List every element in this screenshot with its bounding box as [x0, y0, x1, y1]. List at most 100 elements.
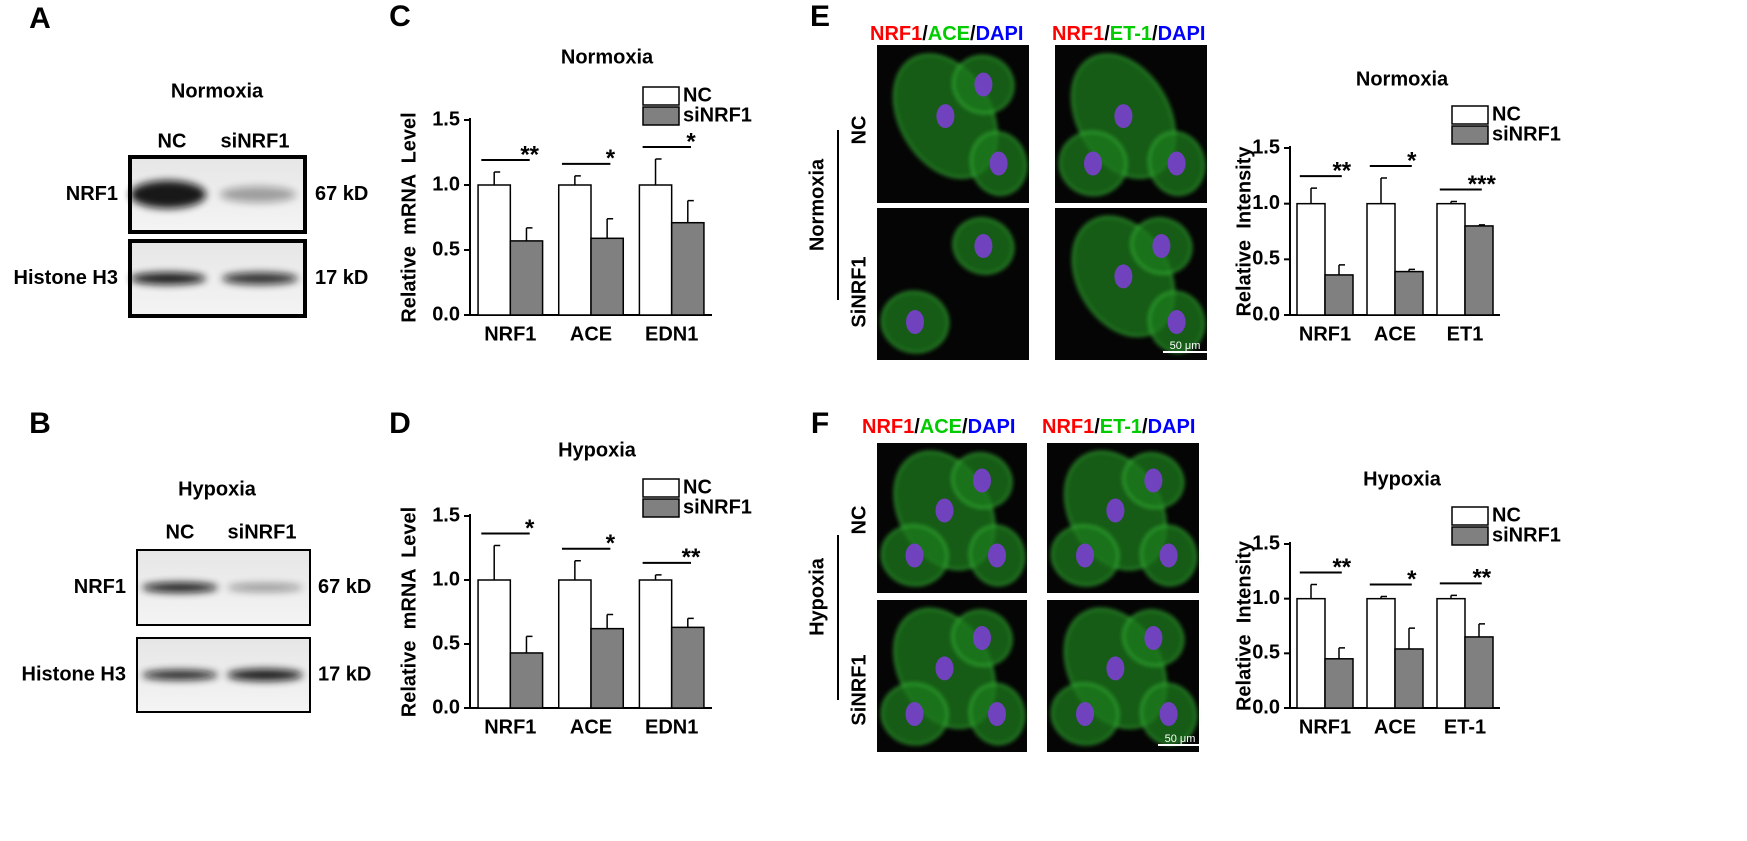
error-bar — [654, 158, 662, 185]
bar — [509, 240, 544, 316]
significance-label: * — [606, 530, 616, 557]
legend-label: NC — [683, 476, 712, 498]
lane-label: siNRF1 — [221, 130, 290, 152]
chart-title: Hypoxia — [558, 439, 637, 461]
x-tick-label: ACE — [570, 716, 612, 738]
y-tick-label: 0.5 — [1252, 642, 1280, 664]
bar — [1366, 597, 1396, 709]
y-tick-label: 1.0 — [1252, 192, 1280, 214]
group-label: SiNRF1 — [848, 256, 870, 327]
bar — [590, 627, 625, 709]
legend-swatch — [1451, 125, 1489, 145]
nucleus — [1076, 702, 1094, 726]
x-tick-label: EDN1 — [645, 323, 698, 345]
stain-part: / — [970, 23, 976, 45]
nucleus — [935, 498, 954, 523]
nucleus — [989, 151, 1008, 176]
y-axis-label: Relative mRNA Level — [398, 112, 420, 322]
legend-swatch — [642, 478, 680, 498]
error-bar — [606, 218, 614, 239]
y-axis-label: Relative Intensity — [1233, 540, 1255, 711]
nucleus — [1159, 702, 1178, 726]
nucleus — [905, 543, 924, 568]
significance-label: * — [686, 128, 696, 155]
stain-part: DAPI — [968, 416, 1016, 438]
condition-label: Normoxia — [806, 158, 828, 251]
nucleus — [1167, 310, 1186, 334]
nucleus — [906, 310, 924, 334]
error-bar — [1408, 627, 1415, 649]
stain-part: / — [962, 416, 968, 438]
size-label: 17 kD — [315, 267, 368, 289]
nucleus — [988, 543, 1006, 568]
legend-label: NC — [1492, 504, 1521, 526]
x-tick-label: NRF1 — [1299, 716, 1351, 738]
y-tick-label: 0.5 — [1252, 248, 1280, 270]
y-tick-label: 1.0 — [1252, 587, 1280, 609]
stain-part: ACE — [920, 416, 962, 438]
significance-label: ** — [1332, 157, 1351, 184]
stain-label: NRF1/ET-1/DAPI — [1052, 23, 1205, 45]
y-axis-label: Relative mRNA Level — [398, 507, 420, 717]
y-tick-label: 0.0 — [1252, 696, 1280, 718]
blot-frame — [136, 549, 311, 626]
nucleus — [1152, 234, 1171, 258]
stain-part: DAPI — [976, 23, 1024, 45]
protein-label: NRF1 — [74, 576, 126, 598]
legend-swatch — [642, 86, 680, 106]
nucleus — [1076, 543, 1094, 568]
blot-band — [142, 582, 218, 593]
panel-letter: B — [29, 407, 51, 440]
y-tick-label: 0.0 — [432, 303, 460, 325]
stain-part: NRF1 — [870, 23, 922, 45]
panel-letter: C — [389, 0, 411, 33]
nucleus — [974, 234, 993, 258]
error-bar — [525, 227, 533, 241]
error-bar — [1310, 187, 1317, 204]
y-tick-label: 0.5 — [432, 632, 460, 654]
scale-label: 50 μm — [1165, 733, 1196, 745]
stain-label: NRF1/ET-1/DAPI — [1042, 416, 1195, 438]
nucleus — [1144, 626, 1163, 650]
protein-label: Histone H3 — [14, 267, 118, 289]
legend-label: siNRF1 — [683, 104, 752, 126]
group-label: NC — [848, 506, 870, 535]
legend-label: siNRF1 — [1492, 524, 1561, 546]
blot-frame — [128, 155, 307, 234]
error-bar — [493, 171, 501, 185]
blot-title: Normoxia — [171, 80, 264, 102]
protein-label: NRF1 — [66, 183, 118, 205]
nucleus — [973, 468, 991, 493]
group-label: SiNRF1 — [848, 654, 870, 725]
error-bar — [687, 199, 694, 223]
stain-part: / — [1142, 416, 1148, 438]
error-bar — [1338, 647, 1345, 659]
blot-band — [227, 669, 303, 681]
nucleus — [905, 702, 924, 726]
significance-label: ** — [1472, 565, 1491, 592]
x-tick-label: NRF1 — [1299, 323, 1351, 345]
stain-part: NRF1 — [1052, 23, 1104, 45]
bar — [1324, 274, 1354, 316]
significance-label: *** — [1468, 171, 1497, 198]
bar — [670, 626, 705, 709]
lane-label: NC — [158, 130, 187, 152]
bar — [1296, 202, 1326, 316]
x-tick-label: ACE — [1374, 323, 1416, 345]
bar — [1366, 202, 1396, 316]
error-bar — [654, 574, 662, 580]
blot-band — [220, 186, 296, 203]
bar — [670, 221, 705, 316]
y-tick-label: 1.5 — [1252, 136, 1280, 158]
stain-part: DAPI — [1148, 416, 1196, 438]
y-tick-label: 1.0 — [432, 173, 460, 195]
stain-label: NRF1/ACE/DAPI — [862, 416, 1015, 438]
blot-band — [130, 180, 206, 209]
significance-label: * — [1407, 147, 1417, 174]
significance-label: ** — [682, 544, 701, 571]
bar — [509, 652, 544, 709]
size-label: 67 kD — [315, 183, 368, 205]
nucleus — [1144, 468, 1163, 493]
bar — [1464, 225, 1494, 316]
error-bar — [493, 544, 501, 580]
